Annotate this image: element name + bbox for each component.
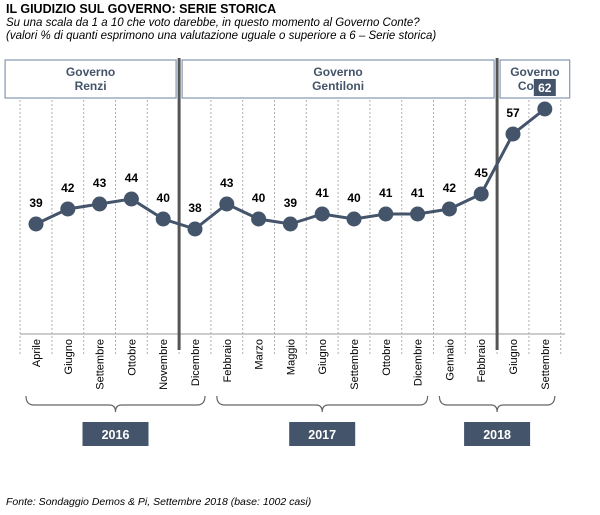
year-box bbox=[464, 422, 531, 446]
x-tick-label: Dicembre bbox=[413, 339, 425, 386]
data-point bbox=[378, 206, 394, 222]
data-label: 45 bbox=[475, 166, 489, 180]
x-tick-label: Aprile bbox=[31, 339, 43, 367]
data-label: 39 bbox=[284, 196, 298, 210]
data-point bbox=[60, 201, 76, 217]
government-label-line1: Governo bbox=[66, 65, 115, 79]
x-tick-label: Giugno bbox=[317, 339, 329, 374]
data-point bbox=[314, 206, 330, 222]
year-brace bbox=[438, 395, 556, 413]
government-separators bbox=[177, 58, 499, 350]
data-label: 41 bbox=[379, 186, 393, 200]
x-tick-label: Settembre bbox=[349, 339, 361, 390]
government-label-line2: Gentiloni bbox=[312, 79, 364, 93]
x-tick-label: Settembre bbox=[540, 339, 552, 390]
subtitle-line-1: Su una scala da 1 a 10 che voto darebbe,… bbox=[6, 17, 420, 29]
government-box bbox=[4, 59, 177, 99]
year-box bbox=[82, 422, 149, 446]
data-label: 44 bbox=[125, 171, 139, 185]
data-label: 43 bbox=[220, 176, 234, 190]
data-point bbox=[410, 206, 426, 222]
data-point bbox=[123, 191, 139, 207]
chart-title: IL GIUDIZIO SUL GOVERNO: SERIE STORICA bbox=[6, 2, 277, 16]
data-point bbox=[282, 216, 298, 232]
subtitle-line-2: (valori % di quanti esprimono una valuta… bbox=[6, 30, 437, 42]
government-label-line2: Renzi bbox=[75, 79, 107, 93]
series-polyline bbox=[35, 107, 546, 231]
year-brace bbox=[25, 395, 206, 413]
data-point bbox=[473, 186, 489, 202]
x-tick-label: Settembre bbox=[95, 339, 107, 390]
data-label: 41 bbox=[411, 186, 425, 200]
year-box bbox=[289, 422, 356, 446]
data-label: 62 bbox=[538, 81, 552, 95]
government-label-line1: Governo bbox=[313, 65, 362, 79]
x-tick-label: Gennaio bbox=[444, 339, 456, 381]
year-brace bbox=[216, 395, 429, 413]
data-point bbox=[537, 101, 553, 117]
x-tick-label: Ottobre bbox=[381, 339, 393, 376]
data-point bbox=[219, 196, 235, 212]
data-label: 40 bbox=[347, 191, 361, 205]
year-boxes: 2016 2017 2018 bbox=[82, 422, 531, 446]
series-line bbox=[35, 107, 546, 231]
data-label: 42 bbox=[443, 181, 457, 195]
data-label: 41 bbox=[316, 186, 330, 200]
x-tick-label: Ottobre bbox=[126, 339, 138, 376]
value-highlight-box bbox=[533, 79, 556, 96]
government-boxes: GovernoRenziGovernoGentiloniGovernoConte bbox=[4, 59, 571, 99]
year-braces bbox=[25, 395, 556, 413]
data-point bbox=[251, 211, 267, 227]
data-label: 40 bbox=[157, 191, 171, 205]
data-point bbox=[155, 211, 171, 227]
data-point bbox=[92, 196, 108, 212]
data-points: 39 42 43 44 40 38 43 40 39 41 40 41 41 42 45 57 62 bbox=[28, 79, 556, 237]
chart-subtitle: Su una scala da 1 a 10 che voto darebbe,… bbox=[6, 17, 596, 43]
data-point bbox=[346, 211, 362, 227]
data-label: 39 bbox=[29, 196, 43, 210]
x-tick-label: Maggio bbox=[285, 339, 297, 375]
data-label: 57 bbox=[506, 106, 520, 120]
year-label: 2016 bbox=[102, 428, 130, 442]
x-tick-label: Dicembre bbox=[190, 339, 202, 386]
data-label: 40 bbox=[252, 191, 266, 205]
x-tick-label: Febbraio bbox=[476, 339, 488, 382]
government-label-line1: Governo bbox=[510, 65, 559, 79]
data-point bbox=[505, 126, 521, 142]
x-tick-labels: Aprile Giugno Settembre Ottobre Novembre Dice… bbox=[31, 339, 552, 390]
data-point bbox=[441, 201, 457, 217]
data-point bbox=[28, 216, 44, 232]
data-label: 38 bbox=[188, 201, 202, 215]
x-tick-label: Giugno bbox=[508, 339, 520, 374]
year-label: 2018 bbox=[483, 428, 511, 442]
government-box bbox=[181, 59, 495, 99]
grid-lines bbox=[19, 100, 565, 354]
x-tick-label: Giugno bbox=[63, 339, 75, 374]
x-tick-label: Marzo bbox=[254, 339, 266, 370]
x-tick-label: Febbraio bbox=[222, 339, 234, 382]
year-label: 2017 bbox=[308, 428, 336, 442]
line-chart: GovernoRenziGovernoGentiloniGovernoConte… bbox=[4, 58, 571, 446]
x-tick-label: Novembre bbox=[158, 339, 170, 390]
data-label: 42 bbox=[61, 181, 75, 195]
source-footnote: Fonte: Sondaggio Demos & Pi, Settembre 2… bbox=[6, 496, 312, 508]
data-point bbox=[187, 221, 203, 237]
data-label: 43 bbox=[93, 176, 107, 190]
